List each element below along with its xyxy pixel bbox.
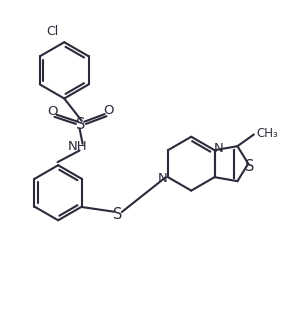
Text: Cl: Cl xyxy=(46,25,58,38)
Text: NH: NH xyxy=(68,140,88,153)
Text: N: N xyxy=(158,172,167,185)
Text: S: S xyxy=(245,159,255,174)
Text: S: S xyxy=(76,117,86,132)
Text: N: N xyxy=(213,142,223,155)
Text: O: O xyxy=(103,104,114,117)
Text: CH₃: CH₃ xyxy=(256,127,278,140)
Text: S: S xyxy=(113,207,122,222)
Text: O: O xyxy=(47,104,57,117)
